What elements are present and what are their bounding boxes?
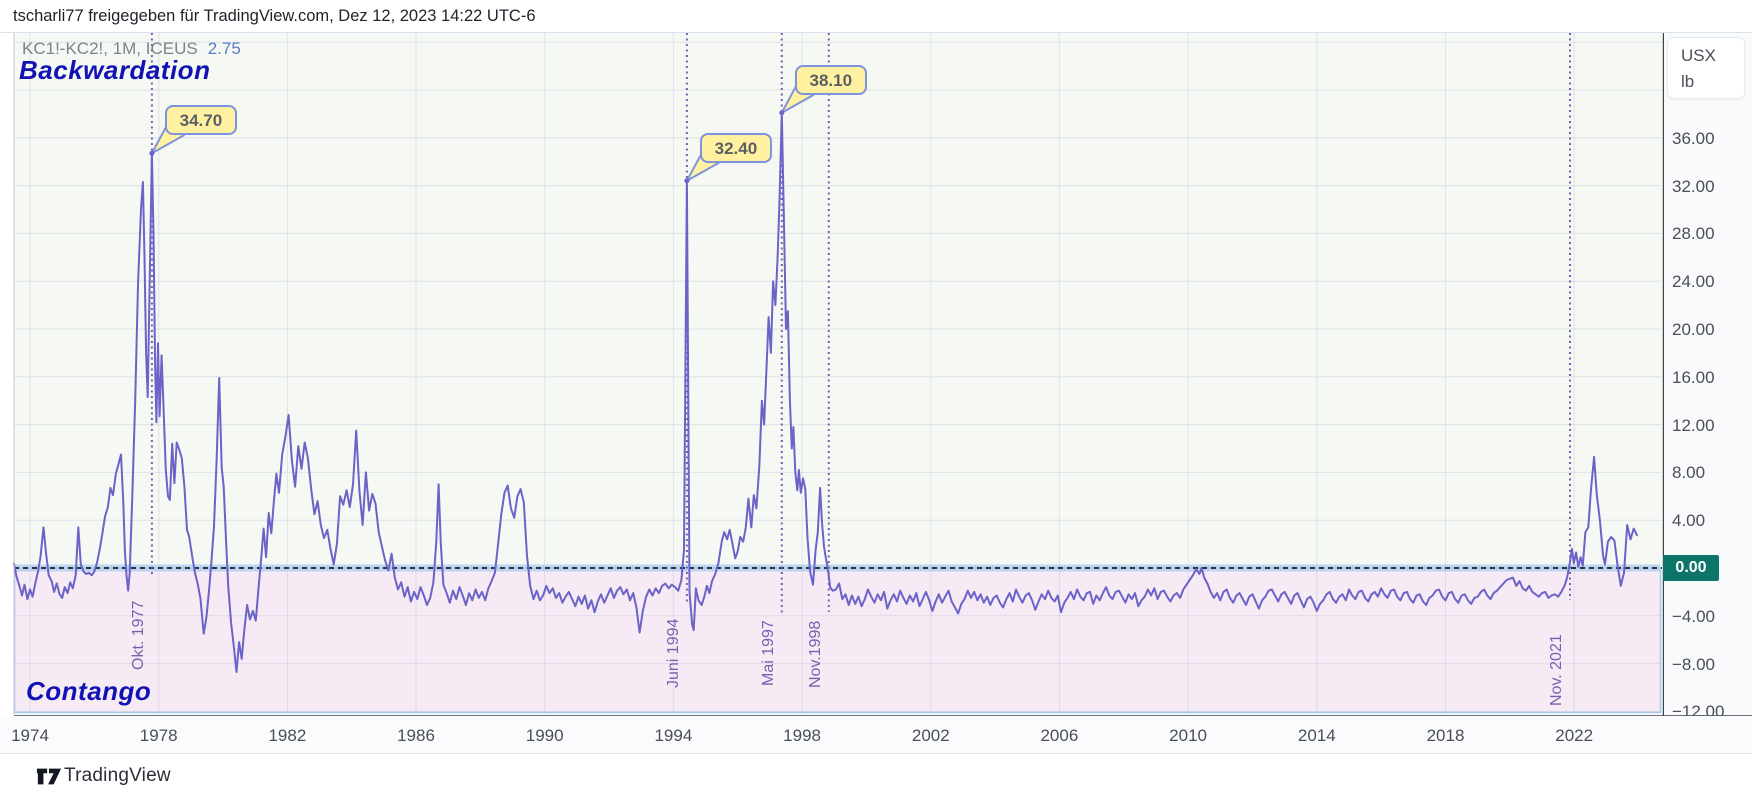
year-tick-label: 2018 (1426, 726, 1465, 745)
unit-currency: USX (1681, 46, 1716, 65)
year-tick-label: 1986 (397, 726, 435, 745)
spread-series-line[interactable] (12, 111, 1638, 673)
price-tick-label: 32.00 (1672, 176, 1715, 196)
tradingview-logo-icon[interactable] (36, 764, 62, 793)
year-tick-label: 2010 (1169, 726, 1207, 745)
event-vline-label[interactable]: Juni 1994 (664, 618, 682, 688)
year-tick-label: 1994 (654, 726, 693, 745)
price-callout-label[interactable]: 34.70 (164, 105, 237, 136)
price-callout-label[interactable]: 32.40 (699, 132, 772, 163)
year-tick-label: 2002 (911, 726, 950, 745)
year-tick-label: 1974 (11, 726, 49, 745)
share-watermark: tscharli77 freigegeben für TradingView.c… (13, 7, 536, 25)
price-callout-label[interactable]: 38.10 (794, 64, 867, 95)
year-tick-label: 1990 (525, 726, 564, 745)
unit-label-card: USX lb (1667, 37, 1745, 99)
price-axis[interactable]: USX lb 36.00 32.00 28.00 24.00 20.00 16.00 12.… (1663, 33, 1752, 721)
tradingview-wordmark[interactable]: TradingView (64, 765, 171, 786)
price-tick-label: 12.00 (1672, 415, 1715, 435)
contango-region[interactable] (14, 568, 1661, 713)
last-price-value: 2.75 (207, 39, 241, 58)
footer-bar: TradingView (0, 754, 1752, 801)
price-tick-label: 20.00 (1672, 320, 1715, 339)
year-tick-label: 1982 (268, 726, 307, 745)
backwardation-text-annotation[interactable]: Backwardation (19, 55, 211, 85)
chart-legend[interactable]: KC1!-KC2!, 1M, ICEUS 2.75 (22, 39, 241, 59)
price-tick-label: −8.00 (1672, 654, 1716, 674)
contango-text-annotation[interactable]: Contango (26, 676, 152, 706)
time-axis[interactable]: 1974 1978 1982 1986 1990 1994 1998 2002 2006 2010… (0, 716, 1752, 753)
price-tick-label: 24.00 (1672, 272, 1715, 292)
event-vline-label[interactable]: Mai 1997 (759, 620, 777, 686)
price-tick-label: −4.00 (1672, 606, 1716, 626)
year-tick-label: 2022 (1555, 726, 1594, 745)
zero-level-badge: 0.00 (1663, 555, 1719, 581)
price-tick-label: 4.00 (1672, 511, 1706, 531)
event-vline-label[interactable]: Nov. 2021 (1548, 634, 1565, 706)
price-tick-label: 16.00 (1672, 367, 1715, 387)
year-tick-label: 1998 (783, 726, 821, 745)
unit-weight: lb (1681, 72, 1695, 91)
symbol-description[interactable]: KC1!-KC2!, 1M, ICEUS (22, 39, 198, 58)
event-vline-label[interactable]: Nov.1998 (806, 620, 824, 688)
year-tick-label: 2006 (1040, 726, 1079, 745)
price-tick-label: 36.00 (1672, 128, 1715, 148)
price-tick-label: 8.00 (1672, 463, 1706, 483)
year-tick-label: 2014 (1297, 726, 1336, 745)
event-vline-label[interactable]: Okt. 1977 (129, 600, 147, 670)
price-tick-label: 28.00 (1672, 224, 1715, 244)
year-tick-label: 1978 (139, 726, 178, 745)
